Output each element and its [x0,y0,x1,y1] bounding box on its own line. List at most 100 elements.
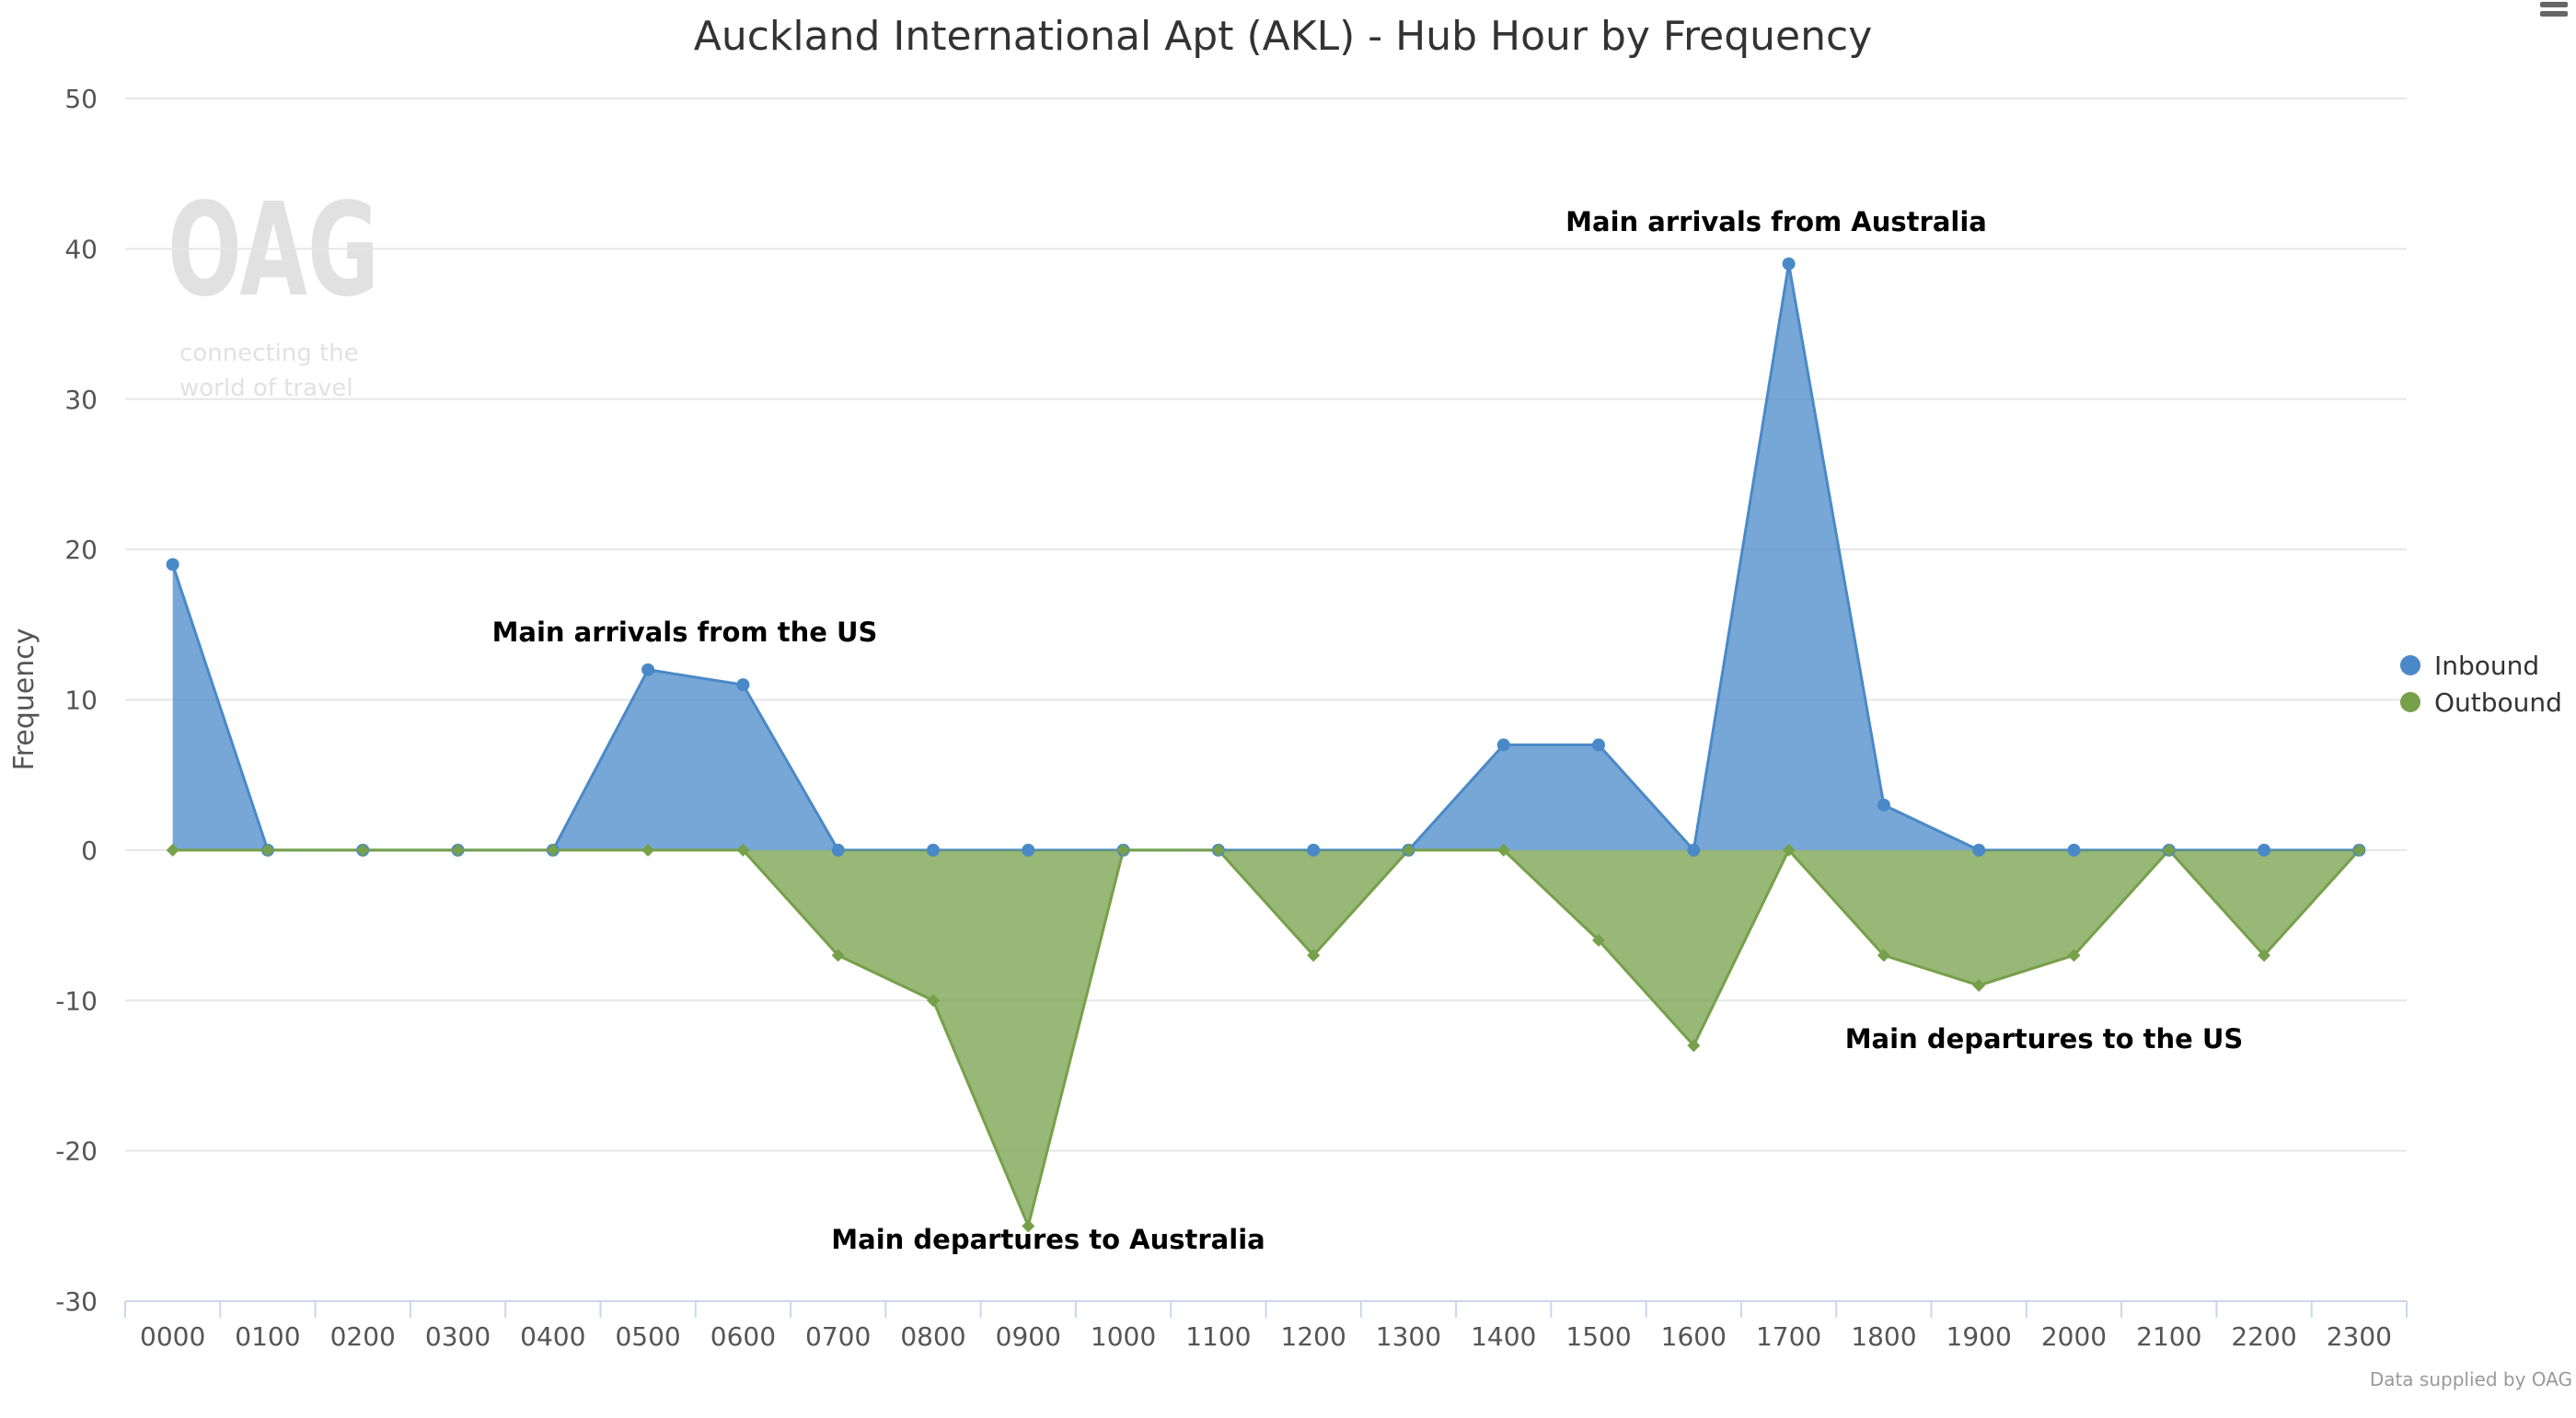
x-tick-label: 1600 [1661,1321,1727,1352]
outbound-point [2067,949,2081,963]
annotations: Main arrivals from the US Main arrivals f… [492,206,2244,1255]
outbound-point [1687,1039,1701,1053]
outbound-point [166,843,179,857]
x-tick-label: 0100 [235,1321,300,1352]
outbound-point [2352,843,2366,857]
outbound-point [546,843,560,857]
y-tick-label: 50 [64,84,98,114]
x-tick-label: 1800 [1851,1321,1916,1352]
x-tick-label: 1500 [1565,1321,1631,1352]
x-tick-label: 1900 [1946,1321,2012,1352]
inbound-area [172,263,2360,850]
x-tick-label: 0800 [900,1321,965,1352]
outbound-point [831,949,845,963]
inbound-point [641,663,655,676]
outbound-point [641,843,655,857]
x-tick-label: 2200 [2231,1321,2296,1352]
outbound-point [451,843,465,857]
chart-title: Auckland International Apt (AKL) - Hub H… [694,13,1873,60]
annotation-label: Main arrivals from the US [492,617,878,648]
annotation-label: Main arrivals from Australia [1565,206,1987,237]
inbound-point [1877,798,1890,812]
legend-label: Outbound [2434,687,2562,718]
outbound-point [926,994,940,1008]
x-tick-label: 0700 [805,1321,871,1352]
outbound-point [1972,978,1986,992]
inbound-point [1592,738,1606,752]
series-areas [171,263,2361,1231]
y-tick-label: -10 [55,986,98,1016]
inbound-point [926,843,940,857]
outbound-line [172,847,2361,1231]
inbound-point [1687,843,1701,857]
credit-text[interactable]: Data supplied by OAG [2370,1368,2572,1390]
x-tick-label: 0400 [520,1321,585,1352]
inbound-point [1022,843,1035,857]
outbound-point [1877,949,1890,963]
outbound-point [2258,949,2271,963]
inbound-line [171,263,2360,854]
inbound-point [1307,843,1321,857]
y-tick-label: -30 [55,1286,98,1317]
y-axis-ticks: 50 40 30 20 10 0 -10 -20 -30 [55,84,98,1317]
outbound-point [1307,949,1321,963]
svg-text:connecting the: connecting the [179,340,359,367]
oag-watermark: OAG connecting the world of travel [167,176,379,402]
y-tick-label: 40 [64,234,98,264]
svg-text:world of travel: world of travel [179,375,353,402]
x-tick-label: 2000 [2041,1321,2107,1352]
outbound-point [736,843,750,857]
x-tick-label: 2100 [2136,1321,2201,1352]
inbound-point [736,678,750,692]
y-tick-label: 0 [81,836,98,866]
x-tick-label: 1000 [1091,1321,1156,1352]
x-tick-label: 0300 [425,1321,491,1352]
legend-marker-icon [2400,692,2420,712]
annotation-label: Main departures to Australia [831,1224,1265,1255]
y-tick-label: -20 [55,1136,98,1167]
menu-icon[interactable] [2540,2,2568,17]
inbound-point [831,843,845,857]
x-tick-label: 0900 [996,1321,1061,1352]
inbound-point [1496,738,1510,752]
y-axis-label: Frequency [8,628,40,771]
outbound-point [2162,843,2176,857]
outbound-point [1211,843,1225,857]
x-axis: 0000 0100 0200 0300 0400 0500 0600 0700 0800 0900… [124,1300,2408,1352]
x-tick-label: 1400 [1471,1321,1536,1352]
outbound-point [1782,843,1796,857]
outbound-point [1402,843,1415,857]
outbound-point [1496,843,1510,857]
series-markers [166,257,2366,1233]
x-tick-label: 0500 [615,1321,680,1352]
outbound-point [1592,933,1606,947]
x-tick-label: 1200 [1281,1321,1346,1352]
inbound-point [166,558,179,571]
x-tick-label: 1300 [1376,1321,1441,1352]
inbound-point [1782,257,1796,271]
x-tick-label: 1700 [1756,1321,1821,1352]
svg-text:OAG: OAG [167,176,379,326]
grid-lines [125,98,2407,1152]
outbound-point [260,843,274,857]
legend-label: Inbound [2434,651,2539,681]
x-tick-label: 2300 [2327,1321,2392,1352]
outbound-point [1022,1219,1035,1233]
annotation-label: Main departures to the US [1845,1023,2244,1055]
y-tick-label: 10 [64,686,98,716]
inbound-point [2258,843,2271,857]
y-tick-label: 20 [64,535,98,565]
outbound-point [356,843,370,857]
y-tick-label: 30 [64,385,98,415]
x-tick-label: 0000 [140,1321,205,1352]
inbound-point [2067,843,2081,857]
legend: Inbound Outbound [2400,651,2562,718]
legend-marker-icon [2400,655,2420,675]
x-tick-label: 0600 [710,1321,776,1352]
x-tick-label: 1100 [1185,1321,1251,1352]
legend-item-outbound[interactable]: Outbound [2400,687,2562,718]
legend-item-inbound[interactable]: Inbound [2400,651,2539,681]
outbound-point [1116,843,1130,857]
inbound-point [1972,843,1986,857]
